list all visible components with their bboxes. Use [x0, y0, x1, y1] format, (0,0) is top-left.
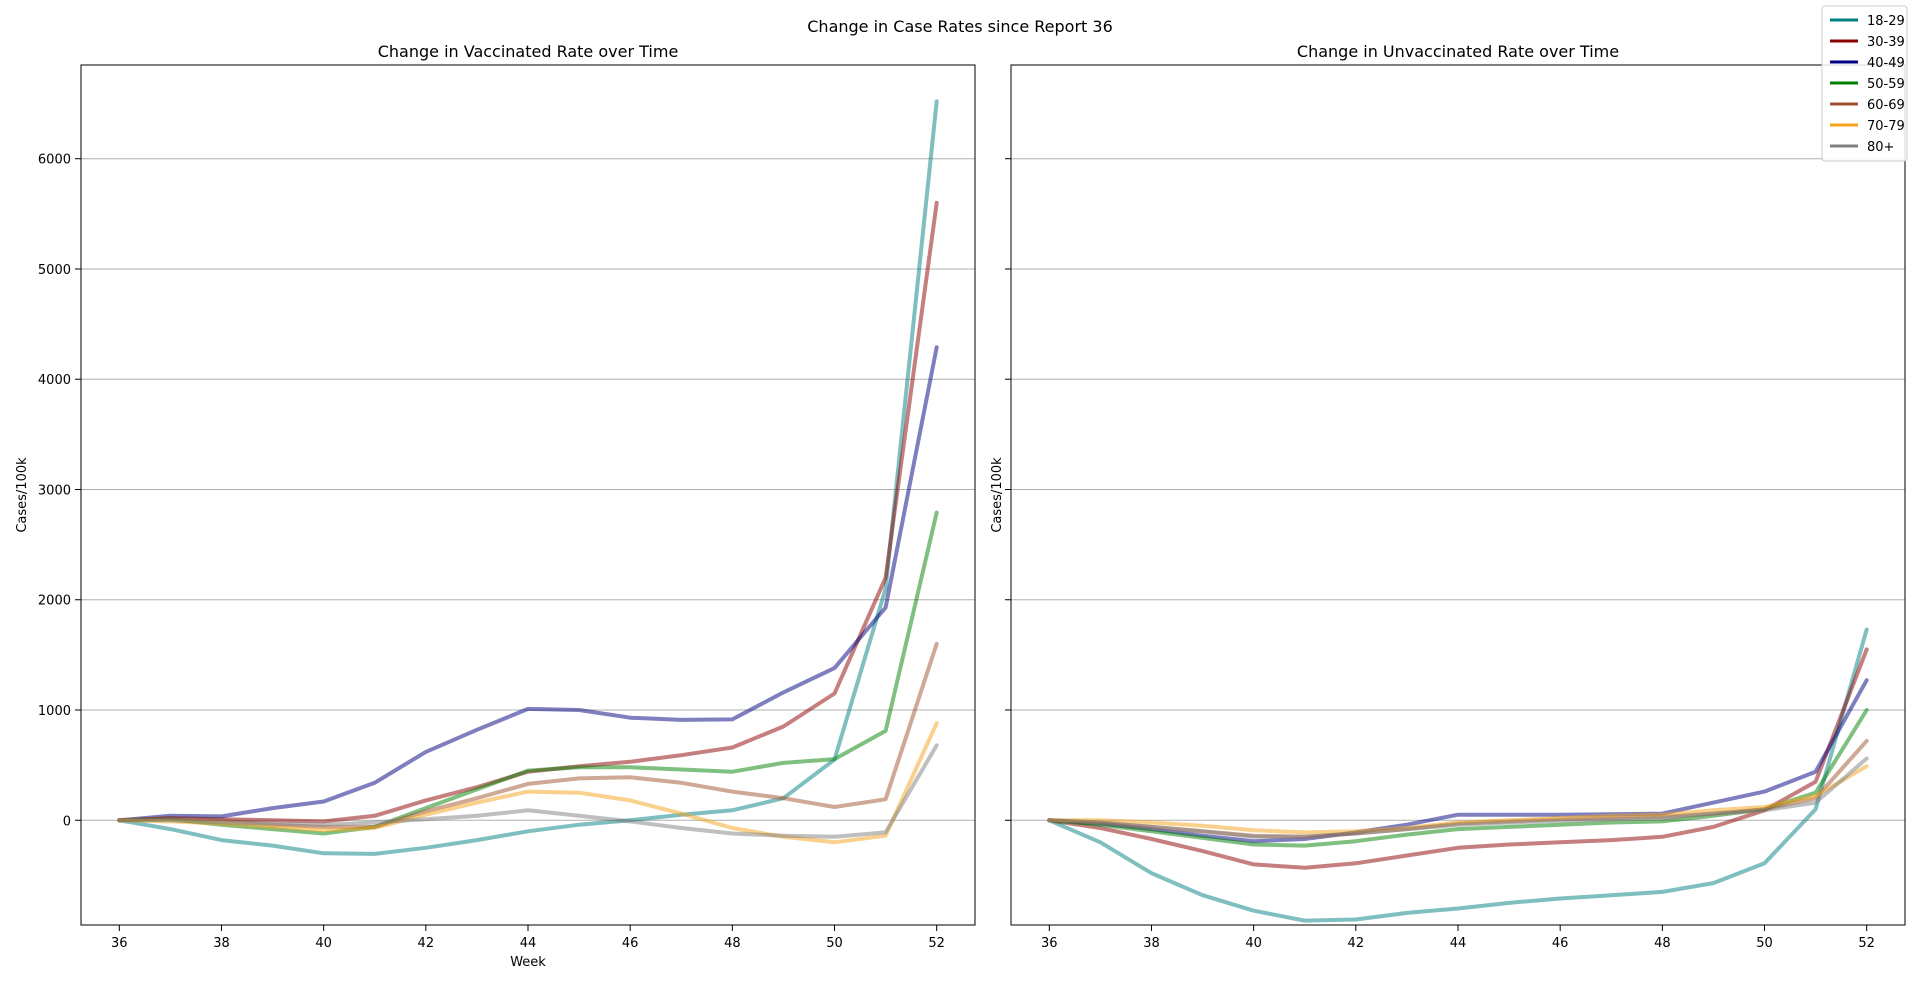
- legend-label-50-59: 50-59: [1867, 77, 1905, 92]
- x-tick-label: 40: [1245, 936, 1262, 951]
- series-line-80+: [117, 743, 939, 839]
- legend-label-18-29: 18-29: [1867, 14, 1905, 29]
- x-tick-label: 48: [724, 936, 741, 951]
- x-tick-label: 44: [1450, 936, 1467, 951]
- plots-container: 36 38 40 42 44 46 48 50 52 0 1000 2000 3000 4000 5000 6…: [15, 42, 1906, 970]
- x-tick-label: 52: [1858, 936, 1875, 951]
- legend-box: [1821, 5, 1908, 162]
- x-tick-label: 38: [1143, 936, 1160, 951]
- series-line-18-29: [1047, 627, 1869, 923]
- legend-label-70-79: 70-79: [1867, 119, 1905, 134]
- series-line-80+: [1047, 756, 1869, 839]
- figure-title: Change in Case Rates since Report 36: [807, 17, 1113, 36]
- series-line-70-79: [1047, 764, 1869, 835]
- x-axis-label: Week: [510, 955, 546, 970]
- plot-frame: [80, 64, 976, 926]
- legend-label-60-69: 60-69: [1867, 98, 1905, 113]
- y-tick-label: 3000: [38, 483, 71, 498]
- legend-label-30-39: 30-39: [1867, 35, 1905, 50]
- x-tick-label: 44: [520, 936, 537, 951]
- x-tick-label: 42: [1348, 936, 1365, 951]
- x-tick-label: 40: [315, 936, 332, 951]
- x-tick-label: 42: [418, 936, 435, 951]
- series-line-30-39: [1047, 647, 1869, 870]
- x-tick-label: 38: [213, 936, 230, 951]
- subplot-title: Change in Unvaccinated Rate over Time: [1297, 42, 1619, 61]
- y-axis-label: Cases/100k: [15, 457, 30, 533]
- series-line-30-39: [117, 200, 939, 824]
- series-line-60-69: [117, 641, 939, 829]
- subplot-1: 36 38 40 42 44 46 48 50 52 0 1000 2000 3000 4000 5000 6…: [15, 42, 976, 970]
- x-tick-label: 48: [1654, 936, 1671, 951]
- x-tick-label: 50: [826, 936, 843, 951]
- series-line-70-79: [117, 721, 939, 845]
- y-tick-label: 6000: [38, 153, 71, 168]
- legend: 18-29 30-39 40-49 50-59 60-69 70-79 80+: [1821, 5, 1908, 162]
- subplot-title: Change in Vaccinated Rate over Time: [378, 42, 679, 61]
- legend-label-40-49: 40-49: [1867, 56, 1905, 71]
- subplot-2: 36 38 40 42 44 46 48 50 52 Change in Unvaccinated…: [990, 42, 1906, 951]
- plot-frame: [1010, 64, 1906, 926]
- legend-label-80+: 80+: [1867, 140, 1894, 155]
- series-line-40-49: [117, 345, 939, 823]
- x-tick-label: 46: [1552, 936, 1569, 951]
- y-tick-label: 4000: [38, 373, 71, 388]
- y-tick-label: 5000: [38, 263, 71, 278]
- y-tick-label: 1000: [38, 704, 71, 719]
- x-tick-label: 46: [622, 936, 639, 951]
- x-tick-label: 36: [111, 936, 128, 951]
- x-tick-label: 36: [1041, 936, 1058, 951]
- y-tick-label: 0: [63, 814, 71, 829]
- y-tick-label: 2000: [38, 594, 71, 609]
- series-line-40-49: [1047, 678, 1869, 844]
- x-tick-label: 50: [1756, 936, 1773, 951]
- series-line-18-29: [117, 99, 939, 856]
- x-tick-label: 52: [928, 936, 945, 951]
- y-axis-label: Cases/100k: [990, 457, 1005, 533]
